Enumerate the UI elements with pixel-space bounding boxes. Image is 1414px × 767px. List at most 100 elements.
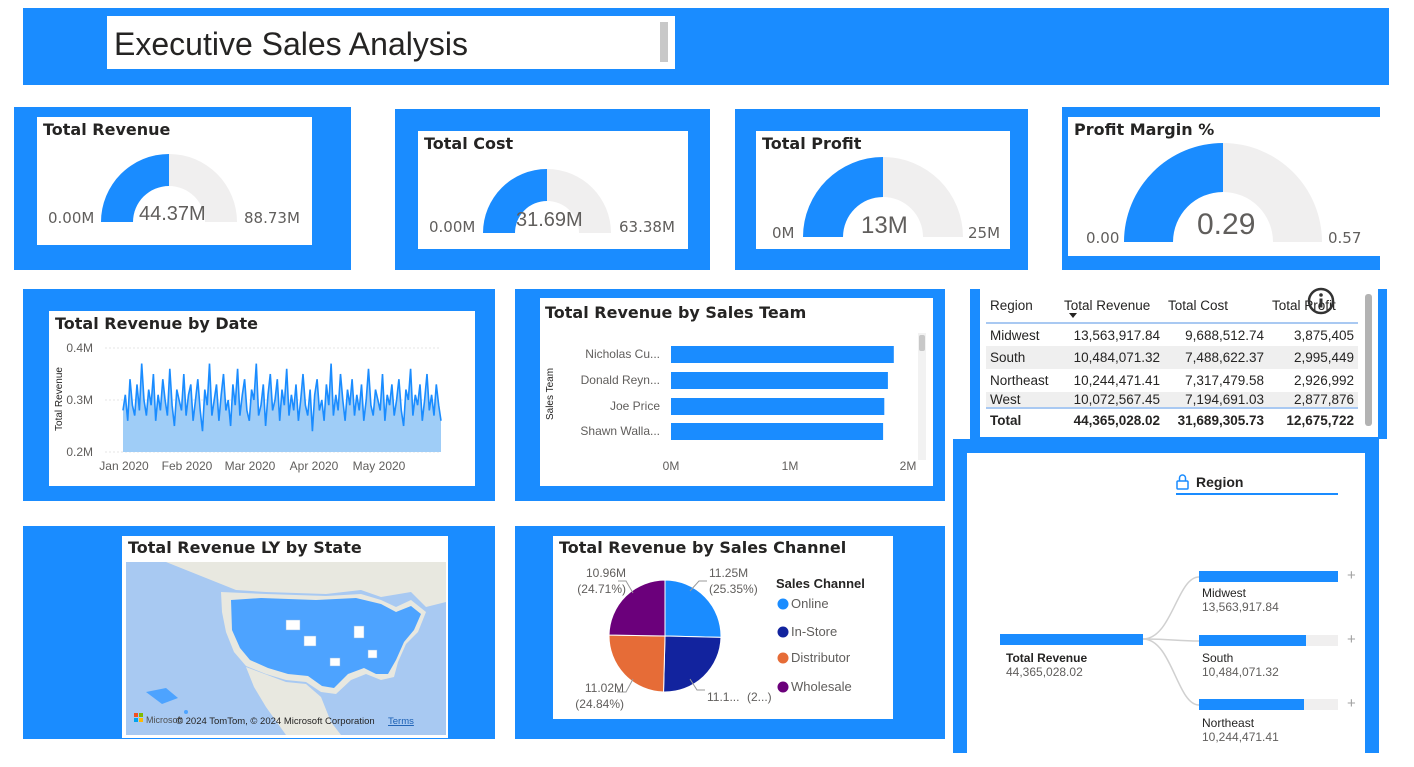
- revenue-gauge-value: 44.37M: [139, 203, 206, 225]
- matrix-header[interactable]: Region: [986, 289, 1060, 324]
- pie-label-instore-pct: (2...): [747, 690, 772, 704]
- decomp-level-header[interactable]: Region: [1196, 474, 1244, 490]
- microsoft-logo: [134, 718, 138, 722]
- state-no-data: [353, 625, 365, 639]
- cost-gauge-title: Total Cost: [424, 134, 514, 153]
- pie-leader-line: [617, 678, 634, 693]
- info-icon[interactable]: [1306, 286, 1336, 316]
- matrix-total-row: Total 44,365,028.02 31,689,305.73 12,675…: [986, 407, 1358, 431]
- state-no-data: [329, 657, 341, 667]
- map-canvas[interactable]: Microsoft © 2024 TomTom, © 2024 Microsof…: [126, 562, 446, 735]
- pie-legend-item: Distributor: [791, 650, 851, 665]
- matrix-scrollbar[interactable]: [1365, 294, 1372, 426]
- pie-leader-line: [689, 678, 705, 691]
- matrix-total-cell: 44,365,028.02: [1060, 407, 1164, 431]
- line-chart-ylabel: Total Revenue: [54, 367, 65, 431]
- matrix-cell: 2,877,876: [1268, 392, 1358, 408]
- pie-legend-item: Online: [791, 596, 829, 611]
- pie-label-instore-value: 11.1...: [707, 690, 739, 704]
- matrix-cell: 7,488,622.37: [1164, 346, 1268, 369]
- matrix-cell: 2,926,992: [1293, 373, 1354, 388]
- matrix-header[interactable]: Total Revenue: [1060, 289, 1164, 324]
- pie-chart-title: Total Revenue by Sales Channel: [559, 538, 847, 557]
- pie-slice: [608, 634, 666, 693]
- revenue-gauge: [101, 154, 237, 222]
- matrix-row: Midwest 13,563,917.84 9,688,512.74 3,875…: [986, 323, 1358, 346]
- decomp-connector: [1142, 638, 1200, 706]
- decomp-node-label[interactable]: Midwest: [1202, 586, 1247, 600]
- bar: [671, 346, 894, 363]
- decomp-connector: [1142, 638, 1200, 642]
- pie-slice: [663, 635, 722, 693]
- bar-x-tick: 0M: [663, 459, 680, 473]
- matrix-row: Northeast 10,244,471.41 7,317,479.58 2,9…: [986, 369, 1358, 392]
- bar-chart: Sales Team Nicholas Cu... Donald Reyn... J…: [545, 333, 926, 473]
- expand-plus-icon: +: [1347, 567, 1356, 584]
- title-scrollbar[interactable]: [660, 22, 668, 62]
- sort-desc-icon[interactable]: [1069, 313, 1077, 318]
- matrix-cell: 9,688,512.74: [1185, 327, 1264, 343]
- pie-label-online-value: 11.25M: [709, 566, 748, 580]
- bar-x-tick: 1M: [782, 459, 799, 473]
- bar-chart-title: Total Revenue by Sales Team: [545, 303, 807, 322]
- decomp-node-label[interactable]: South: [1202, 651, 1234, 665]
- matrix-cell: 7,194,691.03: [1164, 392, 1268, 408]
- line-x-tick: Jan 2020: [99, 459, 149, 473]
- margin-gauge-max: 0.57: [1328, 229, 1362, 247]
- microsoft-logo: [139, 718, 143, 722]
- decomp-node-label[interactable]: Northeast: [1202, 716, 1255, 730]
- alaska: [146, 688, 178, 704]
- decomp-node-value: 10,484,071.32: [1202, 665, 1279, 679]
- pie-leader-line: [618, 580, 634, 594]
- state-no-data: [367, 649, 378, 659]
- line-y-tick: 0.3M: [66, 393, 93, 407]
- line-x-tick: Mar 2020: [225, 459, 276, 473]
- pie-legend-marker: [777, 652, 789, 664]
- line-y-tick: 0.2M: [66, 445, 93, 459]
- region-matrix: Region Total Revenue Total Cost Total Pr…: [986, 289, 1358, 431]
- revenue-gauge-title: Total Revenue: [43, 120, 171, 139]
- matrix-cell: Northeast: [990, 373, 1049, 388]
- bar-category-label: Joe Price: [610, 399, 660, 413]
- margin-gauge-title: Profit Margin %: [1074, 120, 1215, 139]
- matrix-cell: 13,563,917.84: [1073, 327, 1160, 343]
- decomp-connector: [1142, 576, 1200, 640]
- bar-category-label: Donald Reyn...: [581, 373, 660, 387]
- title-textbox[interactable]: [107, 16, 675, 69]
- matrix-row: West 10,072,567.45 7,194,691.03 2,877,87…: [986, 392, 1358, 408]
- decomp-root-bar: [1000, 634, 1143, 645]
- map-terms-link: Terms: [388, 716, 414, 727]
- bar-category-label: Nicholas Cu...: [585, 347, 660, 361]
- profit-gauge-title: Total Profit: [762, 134, 862, 153]
- bar-chart-card[interactable]: [540, 298, 933, 486]
- matrix-total-cell: Total: [986, 407, 1060, 431]
- margin-gauge: [1124, 143, 1322, 242]
- revenue-gauge-max: 88.73M: [244, 209, 300, 227]
- matrix-cell: South: [986, 346, 1060, 369]
- bar-scroll-track: [918, 333, 926, 460]
- matrix-header[interactable]: Total Profit: [1268, 289, 1358, 324]
- matrix-cell: 10,484,071.32: [1060, 346, 1164, 369]
- expand-plus-icon: +: [1347, 631, 1356, 648]
- bar-category-label: Shawn Walla...: [580, 424, 660, 438]
- map-title: Total Revenue LY by State: [128, 538, 362, 557]
- pie-slice: [608, 579, 666, 637]
- map-attribution: © 2024 TomTom, © 2024 Microsoft Corporat…: [176, 716, 375, 727]
- map-brand: Microsoft: [146, 715, 183, 725]
- bar-x-tick: 2M: [900, 459, 917, 473]
- cost-gauge-fill: [483, 169, 547, 233]
- usa-states: [231, 598, 421, 688]
- bar-series: Nicholas Cu... Donald Reyn... Joe Price Sha…: [580, 346, 894, 440]
- matrix-header[interactable]: Total Cost: [1164, 289, 1268, 324]
- decomp-root-label: Total Revenue: [1006, 651, 1088, 665]
- matrix-total-cell: 31,689,305.73: [1164, 407, 1268, 431]
- line-x-tick: Feb 2020: [162, 459, 213, 473]
- matrix-card[interactable]: Region Total Revenue Total Cost Total Pr…: [980, 289, 1378, 437]
- margin-gauge-value: 0.29: [1197, 208, 1256, 241]
- cost-gauge-value: 31.69M: [516, 209, 583, 231]
- lock-icon: [1176, 474, 1189, 490]
- state-no-data: [303, 635, 317, 647]
- cost-gauge: [483, 169, 611, 233]
- decomp-node-value: 13,563,917.84: [1202, 600, 1279, 614]
- pie-label-wholesale-pct: (24.71%): [577, 582, 626, 596]
